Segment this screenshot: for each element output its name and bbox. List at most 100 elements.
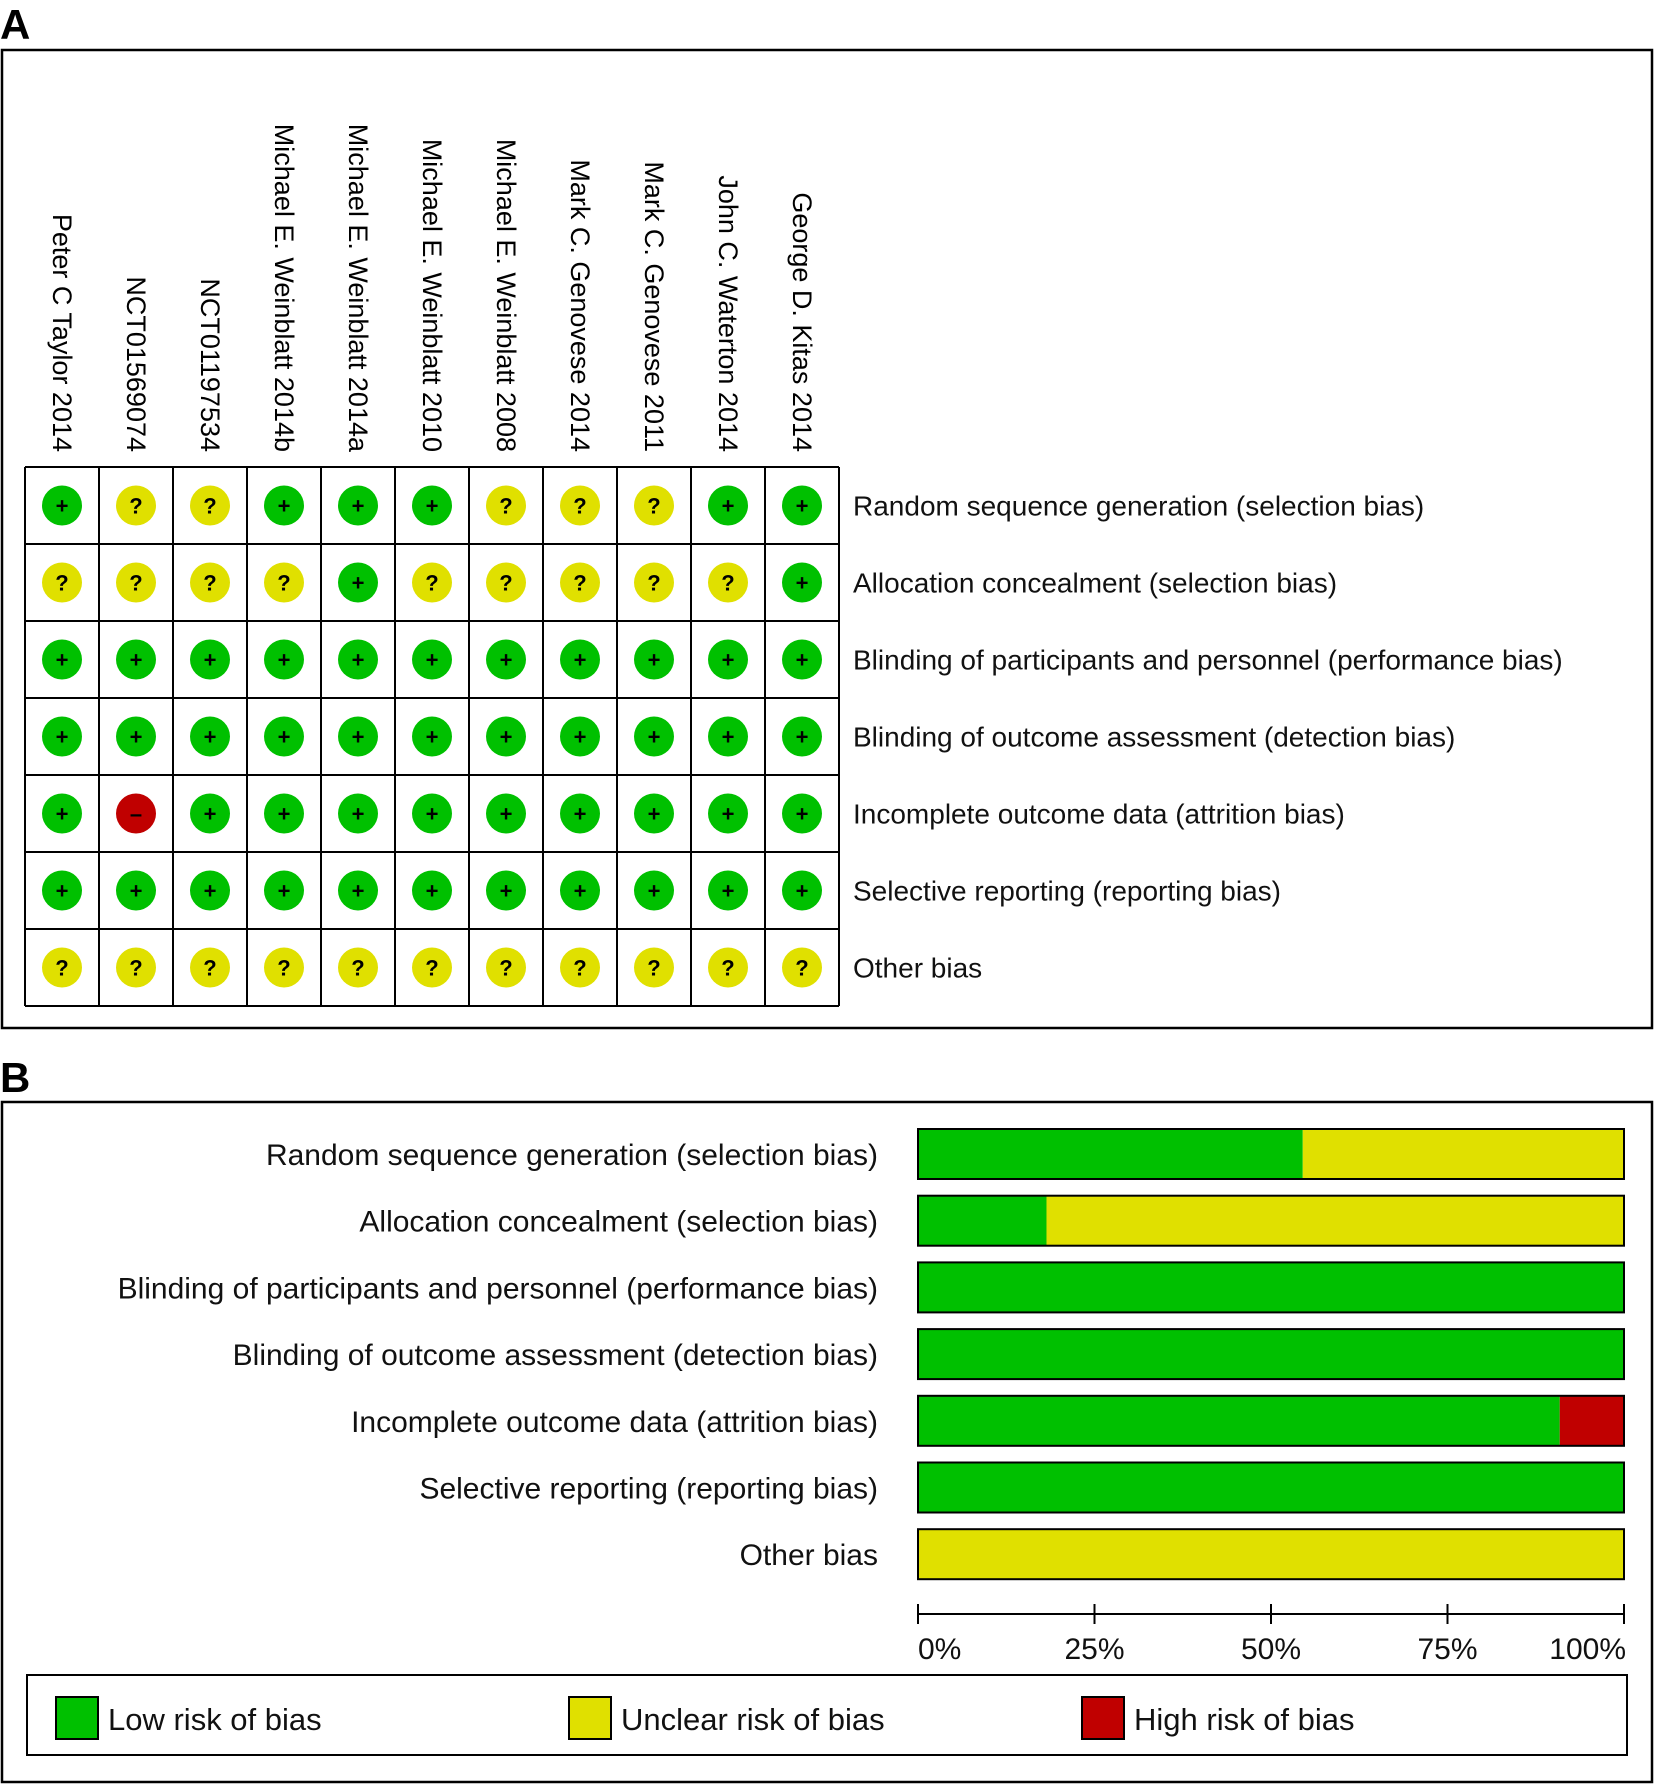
- judgement-low: +: [486, 793, 526, 834]
- judgement-low: +: [412, 485, 452, 526]
- unclear-risk-dot: [190, 562, 230, 603]
- bar-segment-low: [918, 1195, 1047, 1246]
- domain-label: Blinding of outcome assessment (detectio…: [853, 722, 1455, 753]
- low-risk-dot: [560, 716, 600, 757]
- unclear-risk-symbol: ?: [573, 571, 586, 596]
- unclear-risk-symbol: ?: [499, 571, 512, 596]
- low-risk-dot: [412, 716, 452, 757]
- low-risk-dot: [708, 870, 748, 911]
- low-risk-symbol: +: [722, 648, 735, 673]
- judgement-unclear: ?: [634, 485, 674, 526]
- low-risk-symbol: +: [56, 879, 69, 904]
- low-risk-symbol: +: [648, 725, 661, 750]
- low-risk-dot: [782, 485, 822, 526]
- unclear-risk-dot: [190, 485, 230, 526]
- low-risk-dot: [412, 793, 452, 834]
- unclear-risk-symbol: ?: [573, 956, 586, 981]
- bar-segment-high: [1559, 1395, 1624, 1446]
- low-risk-symbol: +: [278, 494, 291, 519]
- unclear-risk-dot: [264, 562, 304, 603]
- low-risk-dot: [412, 485, 452, 526]
- low-risk-symbol: +: [130, 648, 143, 673]
- unclear-risk-dot: [634, 485, 674, 526]
- low-risk-dot: [782, 870, 822, 911]
- judgement-unclear: ?: [190, 562, 230, 603]
- low-risk-dot: [42, 716, 82, 757]
- judgement-low: +: [782, 562, 822, 603]
- judgement-low: +: [338, 485, 378, 526]
- judgement-unclear: ?: [560, 562, 600, 603]
- unclear-risk-symbol: ?: [425, 571, 438, 596]
- low-risk-symbol: +: [204, 725, 217, 750]
- unclear-risk-symbol: ?: [647, 956, 660, 981]
- unclear-risk-dot: [42, 947, 82, 988]
- unclear-risk-dot: [782, 947, 822, 988]
- study-label: NCT01197534: [195, 278, 225, 452]
- judgement-unclear: ?: [338, 947, 378, 988]
- bar-segment-low: [918, 1262, 1624, 1313]
- category-label: Other bias: [740, 1539, 878, 1572]
- domain-label: Random sequence generation (selection bi…: [853, 491, 1424, 522]
- low-risk-dot: [782, 639, 822, 680]
- judgement-low: +: [486, 639, 526, 680]
- unclear-risk-symbol: ?: [203, 494, 216, 519]
- low-risk-dot: [782, 562, 822, 603]
- low-risk-symbol: +: [648, 879, 661, 904]
- judgement-low: +: [42, 870, 82, 911]
- unclear-risk-dot: [634, 947, 674, 988]
- category-label: Allocation concealment (selection bias): [359, 1206, 878, 1239]
- x-tick-label: 50%: [1241, 1633, 1301, 1666]
- low-risk-dot: [338, 870, 378, 911]
- low-risk-dot: [42, 870, 82, 911]
- domain-label: Other bias: [853, 953, 982, 984]
- low-risk-dot: [116, 639, 156, 680]
- judgement-unclear: ?: [782, 947, 822, 988]
- unclear-risk-dot: [116, 485, 156, 526]
- unclear-risk-symbol: ?: [795, 956, 808, 981]
- low-risk-symbol: +: [278, 879, 291, 904]
- legend-swatch-low: [55, 1696, 99, 1740]
- category-label: Incomplete outcome data (attrition bias): [351, 1406, 878, 1439]
- judgement-unclear: ?: [486, 562, 526, 603]
- unclear-risk-dot: [708, 562, 748, 603]
- low-risk-symbol: +: [574, 648, 587, 673]
- low-risk-dot: [264, 716, 304, 757]
- low-risk-dot: [264, 639, 304, 680]
- category-label: Random sequence generation (selection bi…: [266, 1139, 878, 1172]
- unclear-risk-dot: [560, 562, 600, 603]
- high-risk-symbol: –: [130, 802, 142, 827]
- judgement-low: +: [412, 870, 452, 911]
- unclear-risk-symbol: ?: [647, 494, 660, 519]
- judgement-low: +: [338, 793, 378, 834]
- low-risk-dot: [338, 562, 378, 603]
- judgement-low: +: [190, 716, 230, 757]
- unclear-risk-symbol: ?: [351, 956, 364, 981]
- unclear-risk-dot: [412, 947, 452, 988]
- bar-segment-unclear: [918, 1529, 1624, 1580]
- risk-of-bias-graph-panel: Random sequence generation (selection bi…: [26, 1128, 1628, 1756]
- domain-label: Selective reporting (reporting bias): [853, 876, 1281, 907]
- judgement-low: +: [42, 639, 82, 680]
- judgement-low: +: [782, 716, 822, 757]
- low-risk-symbol: +: [56, 802, 69, 827]
- low-risk-symbol: +: [574, 725, 587, 750]
- low-risk-dot: [560, 639, 600, 680]
- judgement-low: +: [264, 870, 304, 911]
- judgement-unclear: ?: [560, 485, 600, 526]
- unclear-risk-symbol: ?: [721, 956, 734, 981]
- panel-a-frame: [0, 48, 1654, 1030]
- unclear-risk-dot: [116, 562, 156, 603]
- low-risk-symbol: +: [352, 725, 365, 750]
- low-risk-symbol: +: [278, 725, 291, 750]
- unclear-risk-symbol: ?: [425, 956, 438, 981]
- unclear-risk-dot: [264, 947, 304, 988]
- judgement-low: +: [264, 639, 304, 680]
- low-risk-symbol: +: [426, 494, 439, 519]
- low-risk-symbol: +: [426, 802, 439, 827]
- low-risk-symbol: +: [722, 725, 735, 750]
- unclear-risk-symbol: ?: [55, 571, 68, 596]
- low-risk-dot: [708, 485, 748, 526]
- judgement-unclear: ?: [412, 562, 452, 603]
- unclear-risk-dot: [486, 947, 526, 988]
- judgement-low: +: [338, 870, 378, 911]
